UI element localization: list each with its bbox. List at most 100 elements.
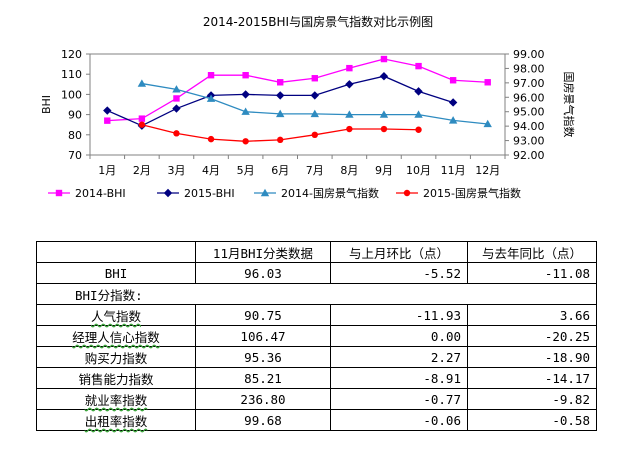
data-point-series-4 bbox=[380, 125, 388, 133]
data-point-series-3 bbox=[241, 107, 250, 115]
data-point-series-1 bbox=[311, 75, 318, 82]
table-cell: -9.82 bbox=[467, 388, 597, 410]
y2-axis-title: 国房景气指数 bbox=[562, 72, 576, 138]
table-cell: -0.58 bbox=[467, 409, 597, 431]
data-point-series-1 bbox=[484, 79, 491, 86]
table-cell: -8.91 bbox=[330, 367, 468, 389]
y-tick-label: 110 bbox=[61, 68, 82, 81]
y-tick-label: 100 bbox=[61, 88, 82, 101]
x-tick-label: 8月 bbox=[340, 164, 358, 177]
y2-tick-label: 95.00 bbox=[513, 106, 545, 119]
data-point-series-1 bbox=[173, 95, 180, 102]
table-row: 人气指数 90.75 -11.93 3.66 bbox=[36, 304, 597, 326]
data-point-series-3 bbox=[414, 110, 423, 118]
data-point-series-3 bbox=[345, 110, 354, 118]
data-point-series-2 bbox=[310, 91, 319, 100]
table-header-cell bbox=[36, 241, 196, 263]
x-tick-label: 11月 bbox=[441, 164, 466, 177]
table-header-cell: 11月BHI分类数据 bbox=[195, 241, 331, 263]
legend-marker bbox=[55, 189, 63, 197]
data-point-series-4 bbox=[138, 121, 146, 128]
data-point-series-1 bbox=[449, 77, 457, 84]
data-point-series-1 bbox=[138, 115, 146, 122]
table-row: 就业率指数 236.80 -0.77 -9.82 bbox=[36, 388, 597, 410]
table-row-label: 就业率指数 bbox=[36, 388, 196, 410]
table-header-row: 11月BHI分类数据 与上月环比（点） 与去年同比（点） bbox=[36, 241, 597, 263]
y2-tick-label: 93.00 bbox=[513, 135, 545, 148]
data-point-series-4 bbox=[346, 125, 353, 133]
x-tick-label: 12月 bbox=[475, 164, 500, 177]
data-point-series-1 bbox=[277, 79, 284, 86]
table-cell: 85.21 bbox=[195, 367, 331, 389]
table-cell: -18.90 bbox=[467, 346, 597, 368]
data-point-series-3 bbox=[276, 109, 285, 118]
table-cell: -0.77 bbox=[330, 388, 468, 410]
data-point-series-1 bbox=[415, 62, 422, 70]
data-point-series-1 bbox=[346, 64, 353, 72]
table-row: 销售能力指数 85.21 -8.91 -14.17 bbox=[36, 367, 597, 389]
y-axis-title: BHI bbox=[40, 95, 53, 114]
table-row: 经理人信心指数 106.47 0.00 -20.25 bbox=[36, 325, 597, 347]
data-point-series-3 bbox=[137, 79, 147, 87]
table-row: 购买力指数 95.36 2.27 -18.90 bbox=[36, 346, 597, 368]
table-cell: 106.47 bbox=[195, 325, 331, 347]
data-point-series-2 bbox=[103, 106, 112, 115]
table-header-cell: 与去年同比（点） bbox=[467, 241, 597, 263]
bhi-stats-table: 11月BHI分类数据 与上月环比（点） 与去年同比（点） BHI 96.03 -5.52-… bbox=[36, 241, 597, 431]
table-row-label: 经理人信心指数 bbox=[36, 325, 196, 347]
legend-label: 2014-BHI bbox=[75, 187, 126, 200]
y2-tick-label: 94.00 bbox=[513, 120, 545, 133]
x-tick-label: 5月 bbox=[237, 164, 255, 177]
table-row: 出租率指数 99.68 -0.06 -0.58 bbox=[36, 409, 597, 431]
table-cell: 2.27 bbox=[330, 346, 468, 368]
table-section-label: BHI分指数: bbox=[36, 283, 597, 305]
comparison-line-chart: 2014-2015BHI与国房景气指数对比示例图 70 80 90 100 110 120… bbox=[40, 14, 576, 200]
data-point-series-2 bbox=[241, 90, 250, 99]
chart-legend: 2014-BHI 2015-BHI 2014-国房景气指数 2015-国房景气指数 bbox=[48, 186, 521, 200]
plot-frame bbox=[89, 53, 506, 156]
data-point-series-2 bbox=[414, 87, 423, 96]
table-header-cell: 与上月环比（点） bbox=[330, 241, 468, 263]
x-tick-label: 3月 bbox=[167, 164, 185, 177]
data-point-series-2 bbox=[276, 91, 285, 100]
x-tick-label: 4月 bbox=[202, 164, 220, 177]
data-point-series-3 bbox=[448, 116, 458, 124]
data-point-series-4 bbox=[207, 135, 215, 143]
table-cell: -0.06 bbox=[330, 409, 468, 431]
legend-marker bbox=[260, 188, 270, 197]
legend-label: 2015-国房景气指数 bbox=[423, 186, 521, 200]
y-tick-label: 80 bbox=[68, 129, 82, 142]
table-cell: 236.80 bbox=[195, 388, 331, 410]
table-cell: 90.75 bbox=[195, 304, 331, 326]
y2-tick-label: 98.00 bbox=[513, 62, 545, 75]
legend-label: 2015-BHI bbox=[184, 187, 235, 200]
legend-marker bbox=[403, 189, 411, 197]
table-row-label: 人气指数 bbox=[36, 304, 196, 326]
x-tick-label: 1月 bbox=[98, 164, 116, 177]
table-row-label: 购买力指数 bbox=[36, 346, 196, 368]
legend-marker bbox=[163, 188, 173, 198]
table-cell: -5.52 bbox=[330, 262, 468, 284]
data-point-series-3 bbox=[379, 110, 389, 118]
data-point-series-3 bbox=[172, 85, 181, 93]
data-point-series-1 bbox=[104, 117, 111, 124]
legend-label: 2014-国房景气指数 bbox=[281, 186, 379, 200]
data-point-series-2 bbox=[345, 80, 354, 89]
data-point-series-1 bbox=[242, 72, 249, 79]
data-point-series-4 bbox=[242, 138, 249, 145]
data-point-series-1 bbox=[380, 55, 388, 63]
table-cell: -14.17 bbox=[467, 367, 597, 389]
chart-title: 2014-2015BHI与国房景气指数对比示例图 bbox=[203, 14, 433, 29]
table-cell: 3.66 bbox=[467, 304, 597, 326]
y2-tick-label: 97.00 bbox=[513, 77, 545, 90]
data-point-series-4 bbox=[311, 131, 318, 138]
table-cell: -11.08 bbox=[467, 262, 597, 284]
y-tick-label: 120 bbox=[61, 48, 82, 61]
x-tick-label: 7月 bbox=[306, 164, 324, 177]
series-line-3 bbox=[141, 82, 488, 125]
table-row: BHI 96.03 -5.52 -11.08 bbox=[36, 262, 597, 284]
data-point-series-3 bbox=[310, 109, 319, 118]
series-line-1 bbox=[107, 58, 488, 122]
table-row-label: 销售能力指数 bbox=[36, 367, 196, 389]
